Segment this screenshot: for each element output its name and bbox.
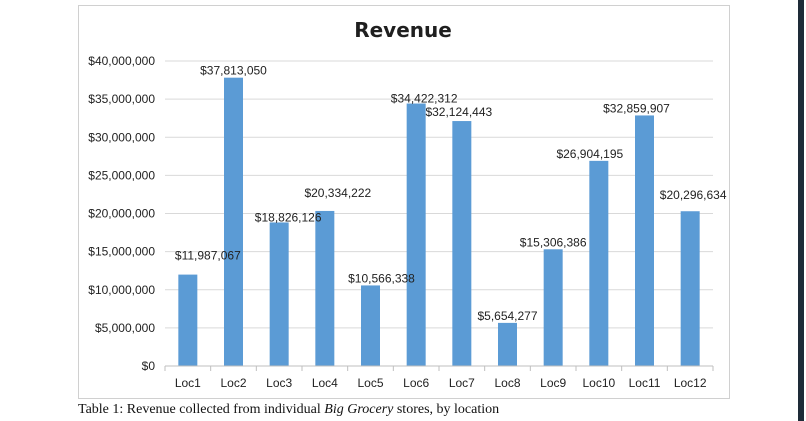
data-label: $26,904,195 [556, 147, 623, 161]
x-axis [164, 365, 714, 371]
figure-caption: Table 1: Revenue collected from individu… [78, 402, 499, 418]
x-tick-label: Loc2 [220, 376, 246, 390]
caption-prefix: Table 1: Revenue collected from individu… [78, 402, 325, 417]
bars [178, 77, 700, 367]
y-tick-label: $15,000,000 [88, 245, 155, 259]
x-tick-label: Loc1 [175, 376, 201, 390]
bar-loc6 [406, 103, 426, 366]
data-label: $37,813,050 [200, 64, 267, 78]
data-label: $32,124,443 [425, 105, 492, 119]
data-label: $20,296,634 [660, 188, 727, 202]
caption-suffix: stores, by location [393, 402, 500, 417]
y-axis-ticks: $0 $5,000,000 $10,000,000 $15,000,000 $20,00… [88, 54, 155, 373]
y-tick-label: $10,000,000 [88, 283, 155, 297]
window-edge [798, 0, 804, 421]
y-tick-label: $35,000,000 [88, 92, 155, 106]
data-label: $10,566,338 [348, 271, 415, 285]
data-label: $5,654,277 [477, 309, 537, 323]
data-label: $20,334,222 [304, 186, 371, 200]
x-axis-ticks: Loc1 Loc2 Loc3 Loc4 Loc5 Loc6 Loc7 Loc8 Loc9 Loc1… [175, 376, 707, 390]
data-label: $15,306,386 [520, 235, 587, 249]
x-tick-label: Loc3 [266, 376, 292, 390]
data-labels: $11,987,067 $37,813,050 $18,826,126 $20,334… [175, 64, 727, 323]
x-tick-label: Loc11 [629, 376, 661, 390]
y-tick-label: $40,000,000 [88, 54, 155, 68]
y-tick-label: $30,000,000 [88, 130, 155, 144]
data-label: $32,859,907 [603, 101, 670, 115]
bar-loc8 [498, 322, 517, 366]
bar-loc1 [178, 274, 198, 366]
data-label: $11,987,067 [175, 249, 241, 263]
x-tick-label: Loc7 [449, 376, 475, 390]
bar-loc7 [452, 121, 472, 367]
y-tick-label: $5,000,000 [95, 321, 155, 335]
bar-loc5 [361, 285, 380, 366]
bar-loc12 [680, 211, 700, 366]
bar-loc3 [269, 222, 289, 366]
bar-loc11 [635, 115, 654, 366]
bar-loc2 [224, 77, 243, 367]
bar-loc4 [315, 210, 335, 366]
caption-emphasis: Big Grocery [324, 402, 394, 417]
x-tick-label: Loc8 [494, 376, 520, 390]
x-tick-label: Loc12 [674, 376, 707, 390]
x-tick-label: Loc10 [582, 376, 615, 390]
data-label: $34,422,312 [391, 92, 458, 106]
bar-loc10 [589, 160, 609, 366]
bar-loc9 [543, 249, 563, 366]
x-tick-label: Loc5 [357, 376, 383, 390]
chart-title: Revenue [354, 18, 452, 42]
x-tick-label: Loc9 [540, 376, 566, 390]
x-tick-label: Loc4 [312, 376, 338, 390]
x-tick-label: Loc6 [403, 376, 429, 390]
data-label: $18,826,126 [255, 210, 322, 224]
y-tick-label: $20,000,000 [88, 207, 155, 221]
grid-lines [165, 60, 713, 329]
y-tick-label: $25,000,000 [88, 168, 155, 182]
y-tick-label: $0 [142, 359, 156, 373]
